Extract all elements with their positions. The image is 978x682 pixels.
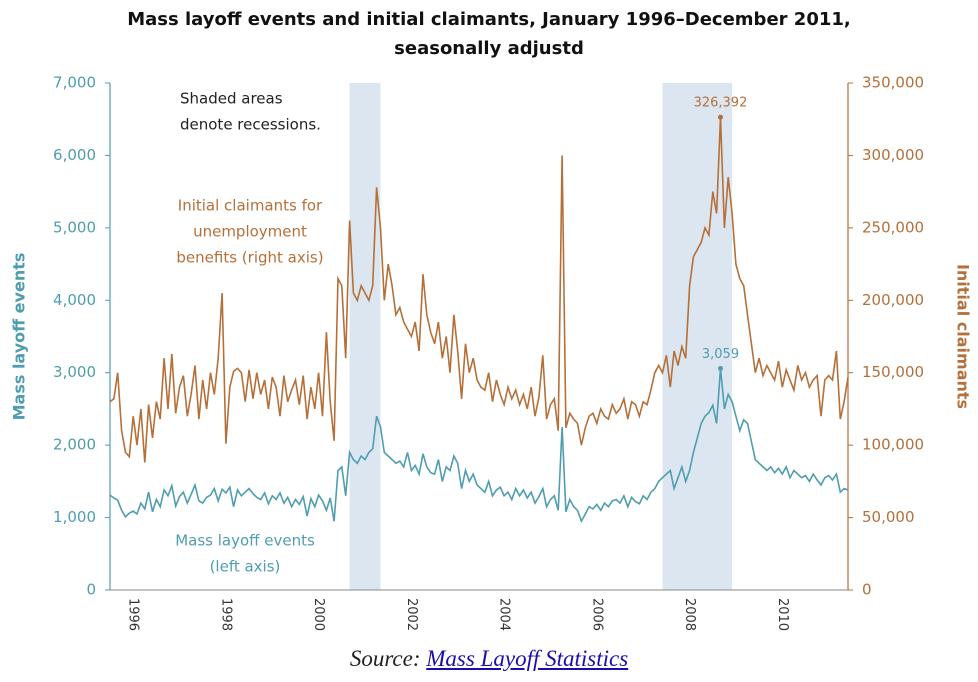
source: Source: Mass Layoff Statistics (0, 646, 978, 672)
y2-tick-label: 350,000 (862, 74, 924, 92)
x-tick-label: 2008 (682, 598, 697, 631)
y-tick-label: 1,000 (53, 508, 96, 526)
peak-label: 3,059 (702, 347, 739, 362)
y2-tick-label: 200,000 (862, 291, 924, 309)
annotation: Mass layoff events (175, 532, 315, 550)
x-tick-label: 2010 (775, 598, 790, 631)
annotation: denote recessions. (180, 116, 321, 134)
annotation: Shaded areas (180, 90, 283, 108)
x-tick-label: 2002 (404, 598, 419, 631)
y2-tick-label: 0 (862, 581, 872, 599)
annotation: unemployment (193, 223, 307, 241)
y-tick-label: 4,000 (53, 291, 96, 309)
y2-tick-label: 100,000 (862, 436, 924, 454)
recession-band (662, 83, 733, 590)
annotation: benefits (right axis) (176, 249, 323, 267)
annotation: (left axis) (210, 558, 281, 576)
annotation: Initial claimants for (178, 197, 323, 215)
y-axis-title: Mass layoff events (10, 253, 29, 421)
source-link[interactable]: Mass Layoff Statistics (426, 646, 629, 671)
peak-marker (717, 114, 723, 120)
y2-tick-label: 50,000 (862, 508, 915, 526)
y-tick-label: 6,000 (53, 146, 96, 164)
source-prefix: Source: (349, 646, 421, 671)
y-tick-label: 7,000 (53, 74, 96, 92)
y2-axis-title: Initial claimants (954, 264, 973, 409)
chart-title: seasonally adjustd (394, 38, 584, 59)
y2-tick-label: 300,000 (862, 146, 924, 164)
x-tick-label: 2006 (589, 598, 604, 631)
x-tick-label: 1998 (218, 598, 233, 631)
y-tick-label: 2,000 (53, 436, 96, 454)
y-tick-label: 5,000 (53, 218, 96, 236)
y-tick-label: 0 (86, 581, 96, 599)
y2-tick-label: 150,000 (862, 363, 924, 381)
series-line (109, 368, 849, 524)
chart-title: Mass layoff events and initial claimants… (127, 9, 850, 30)
chart: Mass layoff events and initial claimants… (10, 9, 973, 631)
series-line (109, 117, 849, 463)
peak-label: 326,392 (694, 96, 748, 111)
recession-band (349, 83, 381, 590)
x-tick-label: 2004 (497, 598, 512, 631)
y2-tick-label: 250,000 (862, 218, 924, 236)
y-tick-label: 3,000 (53, 363, 96, 381)
peak-marker (717, 365, 723, 371)
x-tick-label: 1996 (126, 598, 141, 631)
x-tick-label: 2000 (311, 598, 326, 631)
